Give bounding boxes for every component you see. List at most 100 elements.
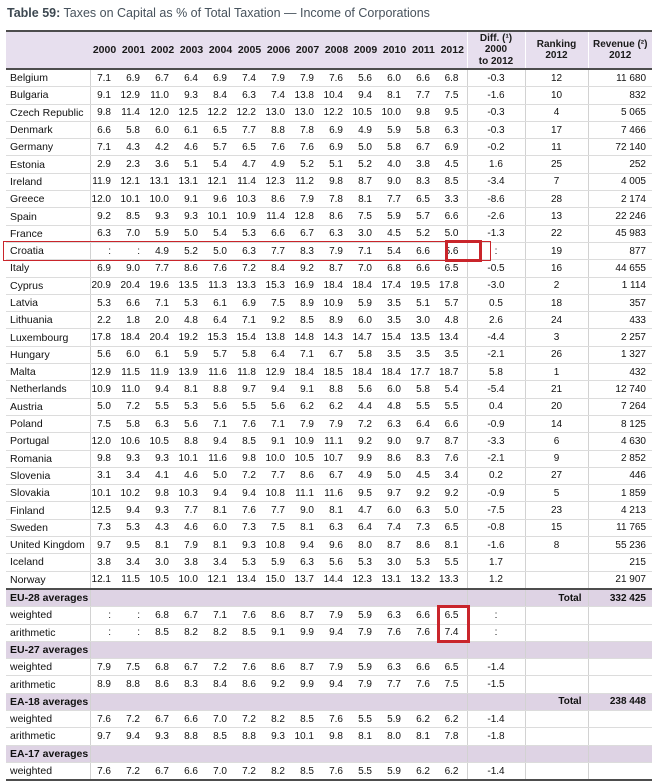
- cell-2004: 5.6: [206, 398, 235, 416]
- cell-2008: 6.3: [322, 519, 351, 538]
- table-row-ea-17-averages-39: EA-17 averages: [6, 745, 652, 763]
- cell-revenue: 332 425: [587, 587, 652, 608]
- cell-revenue: 44 655: [587, 259, 652, 278]
- cell-2003: 10.3: [177, 484, 206, 503]
- cell-2010: 9.0: [380, 432, 409, 451]
- cell-ranking: 16: [524, 259, 588, 278]
- cell-2012: 3.5: [438, 346, 467, 365]
- cell-2004: 8.4: [206, 86, 235, 105]
- cell-2006: 7.6: [264, 138, 293, 157]
- cell-2002: 9.3: [148, 501, 177, 520]
- cell-2003: 5.3: [177, 294, 206, 313]
- cell-2000: 7.9: [89, 658, 119, 677]
- cell-2012: [438, 745, 467, 763]
- cell-ranking: 21: [524, 380, 588, 399]
- cell-2010: 8.7: [380, 536, 409, 555]
- cell-2000: 5.3: [89, 294, 119, 313]
- cell-2004: 11.6: [206, 363, 235, 382]
- cell-2012: 6.5: [438, 519, 467, 538]
- cell-2006: 9.2: [264, 311, 293, 330]
- cell-2005: 15.4: [235, 328, 264, 347]
- cell-diff: 2.6: [466, 311, 525, 330]
- cell-2008: 10.9: [322, 294, 351, 313]
- cell-2007: 6.7: [293, 225, 322, 243]
- cell-2003: 10.0: [177, 571, 206, 590]
- cell-2009: 4.9: [351, 467, 380, 486]
- cell-2001: 6.0: [119, 346, 148, 365]
- cell-2004: 6.5: [206, 121, 235, 140]
- cell-2000: [89, 693, 119, 711]
- cell-2005: 13.4: [235, 571, 264, 590]
- cell-2011: 5.3: [409, 553, 438, 572]
- cell-2005: 10.9: [235, 207, 264, 226]
- tax-capital-table: 2000 2001 2002 2003 2004 2005 2006 2007 2008 2009…: [6, 30, 652, 781]
- cell-2009: [351, 745, 380, 763]
- cell-2009: 18.4: [351, 277, 380, 295]
- cell-2010: 7.6: [380, 624, 409, 642]
- cell-2000: 3.1: [89, 467, 119, 486]
- cell-2005: 5.8: [235, 346, 264, 365]
- cell-2002: 6.0: [148, 121, 177, 140]
- cell-2012: 6.5: [438, 606, 467, 625]
- cell-2000: 7.3: [89, 519, 119, 538]
- table-row-romania-22: Romania 9.8 9.3 9.3 10.1 11.6 9.8 10.0 10.5 10.7 9…: [6, 450, 652, 468]
- cell-diff: -0.9: [466, 484, 525, 503]
- cell-2007: [293, 641, 322, 660]
- cell-2010: 5.9: [380, 121, 409, 140]
- table-row-spain-8: Spain 9.2 8.5 9.3 9.3 10.1 10.9 11.4 12.8 8.6 7.5 5…: [6, 207, 652, 226]
- table-row-netherlands-18: Netherlands 10.9 11.0 9.4 8.1 8.8 9.7 9.4 9.1 8.8…: [6, 380, 652, 399]
- header-row: 2000 2001 2002 2003 2004 2005 2006 2007 2008 2009…: [6, 31, 652, 70]
- cell-2007: 8.6: [293, 467, 322, 486]
- cell-2010: [380, 641, 409, 660]
- cell-2003: 9.1: [177, 190, 206, 209]
- cell-2006: [264, 693, 293, 711]
- cell-diff: -0.9: [466, 415, 525, 434]
- cell-2008: 18.4: [322, 277, 351, 295]
- cell-2006: 13.0: [264, 104, 293, 122]
- cell-ranking: 4: [524, 104, 588, 122]
- cell-2001: 11.0: [119, 380, 148, 399]
- cell-ranking: Total: [524, 693, 588, 711]
- cell-2001: 11.5: [119, 571, 148, 590]
- cell-2005: 6.3: [235, 242, 264, 261]
- cell-2007: 13.0: [293, 104, 322, 122]
- cell-2011: 3.5: [409, 346, 438, 365]
- cell-revenue: 433: [587, 311, 652, 330]
- cell-2003: 7.7: [177, 501, 206, 520]
- cell-2000: 3.8: [89, 553, 119, 572]
- cell-2010: 8.0: [380, 727, 409, 746]
- table-row-italy-11: Italy 6.9 9.0 7.7 8.6 7.6 7.2 8.4 9.2 8.7 7.0 6.8 6.…: [6, 259, 652, 278]
- cell-2007: 7.9: [293, 190, 322, 209]
- cell-2003: 12.5: [177, 104, 206, 122]
- cell-2005: 6.9: [235, 294, 264, 313]
- cell-2002: 6.7: [148, 762, 177, 781]
- cell-2002: 8.5: [148, 624, 177, 642]
- cell-2007: 6.3: [293, 553, 322, 572]
- cell-2002: [148, 693, 177, 711]
- cell-2001: 9.3: [119, 450, 148, 468]
- cell-2005: 13.3: [235, 277, 264, 295]
- cell-ranking: 9: [524, 450, 588, 468]
- cell-2008: [322, 693, 351, 711]
- cell-2000: 12.9: [89, 363, 119, 382]
- table-row-estonia-5: Estonia 2.9 2.3 3.6 5.1 5.4 4.7 4.9 5.2 5.1 5.2 4.0…: [6, 155, 652, 174]
- table-row-united-kingdom-27: United Kingdom 9.7 9.5 8.1 7.9 8.1 9.3 10.8 9.4 9…: [6, 536, 652, 555]
- cell-2004: 5.0: [206, 242, 235, 261]
- cell-2011: 13.5: [409, 328, 438, 347]
- cell-2004: 6.1: [206, 294, 235, 313]
- row-label: EU-28 averages: [6, 587, 90, 608]
- cell-2005: 8.6: [235, 675, 264, 694]
- row-label: Bulgaria: [6, 86, 90, 105]
- cell-2007: 9.9: [293, 624, 322, 642]
- cell-2012: 5.0: [438, 501, 467, 520]
- cell-2006: 7.7: [264, 467, 293, 486]
- cell-2006: 10.0: [264, 450, 293, 468]
- cell-2007: 9.2: [293, 259, 322, 278]
- cell-diff: -2.1: [466, 346, 525, 365]
- cell-2009: 4.4: [351, 398, 380, 416]
- cell-revenue: [587, 727, 652, 746]
- cell-diff: -0.3: [466, 104, 525, 122]
- cell-2009: 5.0: [351, 138, 380, 157]
- cell-2007: 18.4: [293, 363, 322, 382]
- table-row-portugal-21: Portugal 12.0 10.6 10.5 8.8 9.4 8.5 9.1 10.9 11.1…: [6, 432, 652, 451]
